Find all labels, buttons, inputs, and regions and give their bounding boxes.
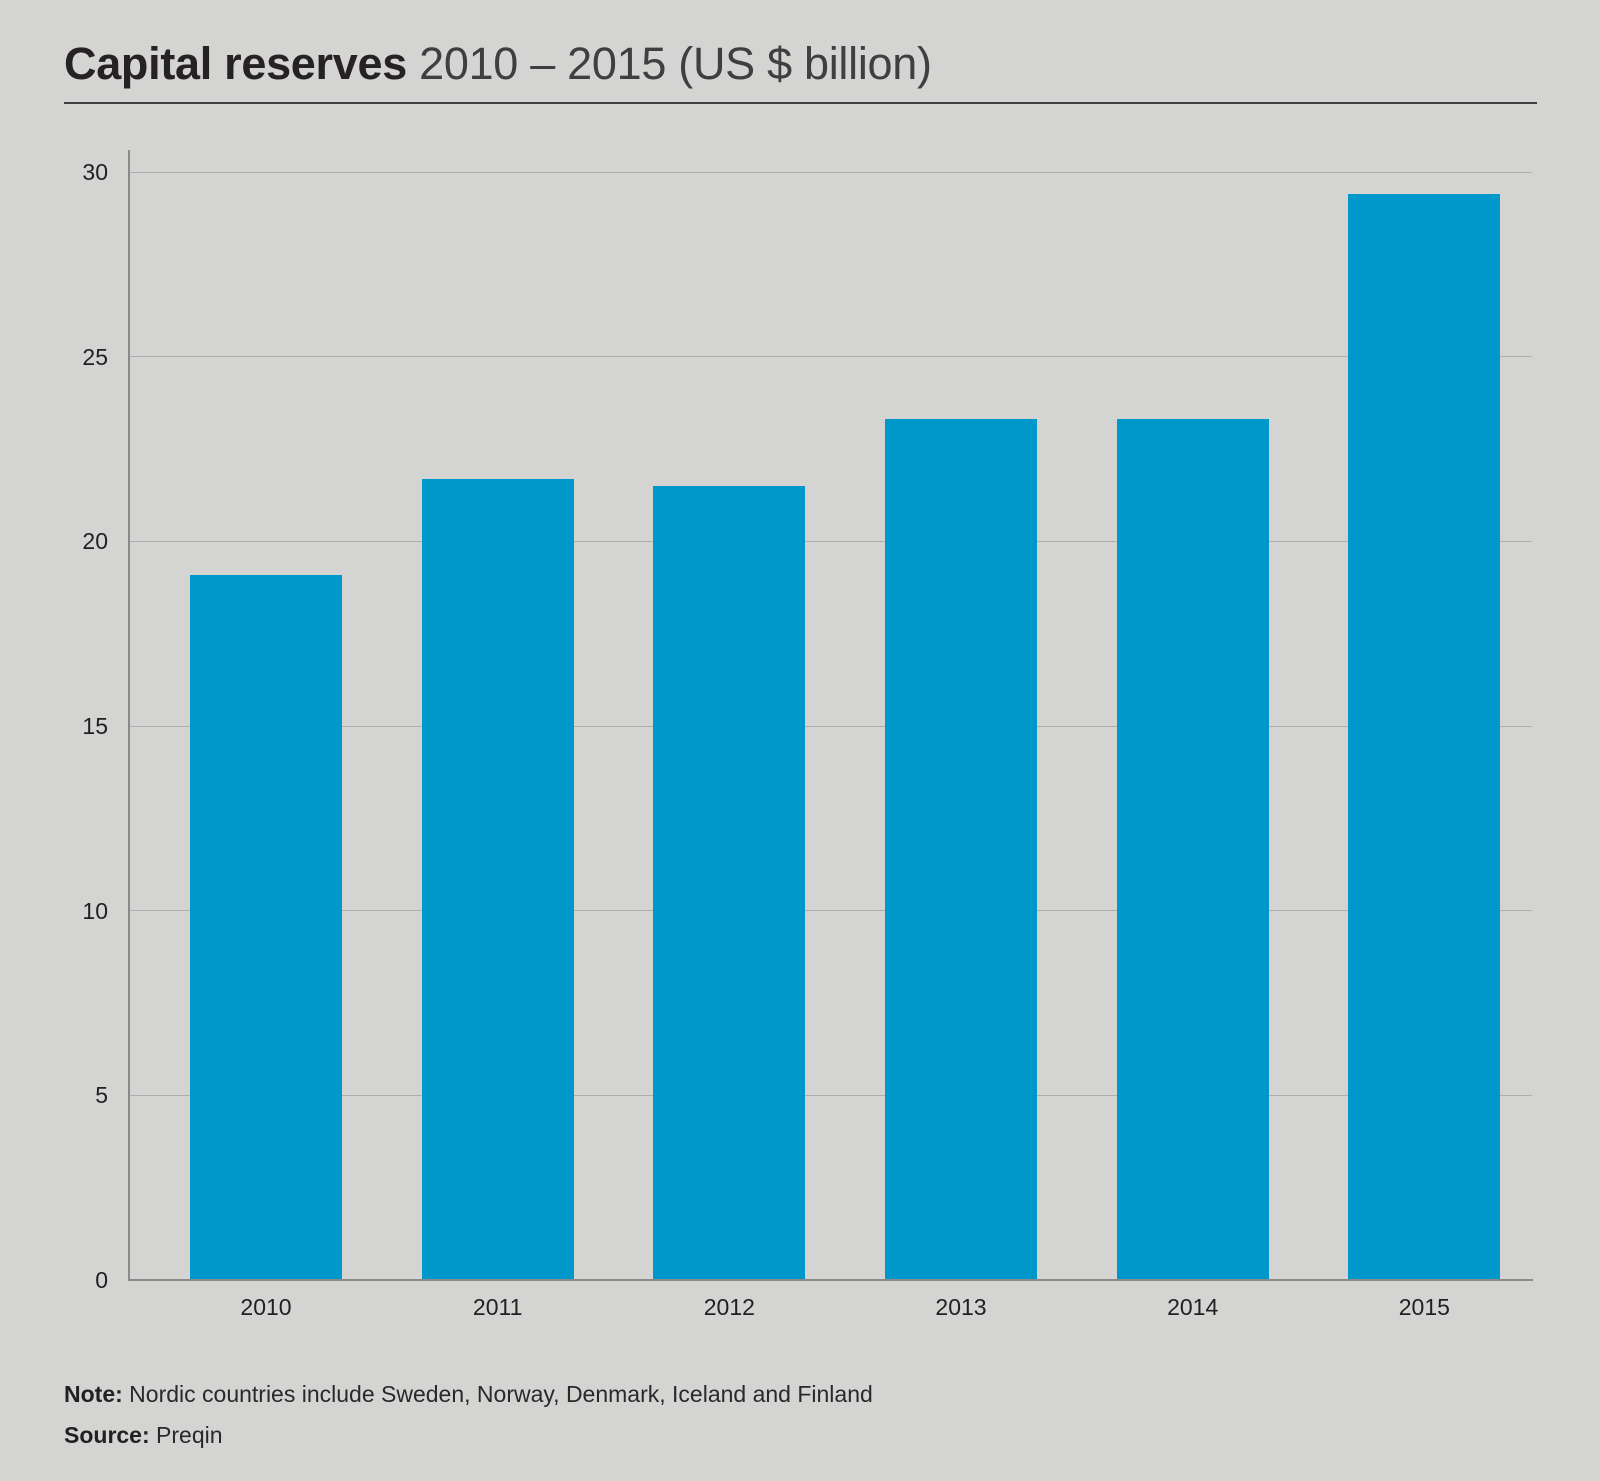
title-divider-line	[64, 102, 1537, 104]
bar-2012	[653, 485, 806, 1280]
note-text: Nordic countries include Sweden, Norway,…	[129, 1381, 873, 1407]
y-axis-tick-label: 0	[95, 1267, 108, 1293]
source-line: Source: Preqin	[64, 1415, 873, 1456]
chart-title: Capital reserves 2010 – 2015 (US $ billi…	[64, 40, 932, 87]
x-axis-label: 2010	[240, 1294, 292, 1320]
gridline-10	[128, 910, 1532, 912]
x-axis-label: 2013	[935, 1294, 987, 1320]
note-line: Note: Nordic countries include Sweden, N…	[64, 1374, 873, 1415]
x-axis-label: 2012	[703, 1294, 755, 1320]
chart-title-main: Capital reserves	[64, 38, 407, 89]
x-axis-label: 2014	[1167, 1294, 1219, 1320]
note-label: Note:	[64, 1381, 123, 1407]
gridline-25	[128, 356, 1532, 358]
y-axis-tick-label: 15	[82, 713, 108, 739]
gridline-20	[128, 540, 1532, 542]
y-axis-line	[128, 150, 130, 1281]
y-axis-tick-label: 30	[82, 159, 108, 185]
bar-2015	[1348, 194, 1501, 1280]
source-text: Preqin	[156, 1422, 223, 1448]
y-axis-tick-label: 10	[82, 897, 108, 924]
x-axis-line	[128, 1279, 1533, 1281]
chart-footer: Note: Nordic countries include Sweden, N…	[64, 1374, 873, 1456]
bar-2010	[190, 574, 342, 1280]
y-axis-tick-label: 5	[95, 1082, 108, 1109]
y-axis-tick-label: 20	[82, 528, 108, 555]
gridline-15	[128, 725, 1532, 727]
gridline-5	[128, 1094, 1532, 1096]
bar-2014	[1116, 419, 1269, 1280]
chart-title-subtitle: 2010 – 2015 (US $ billion)	[419, 38, 932, 89]
gridline-30	[128, 171, 1532, 173]
source-label: Source:	[64, 1422, 150, 1448]
x-axis-label: 2015	[1398, 1294, 1450, 1320]
x-axis-label: 2011	[472, 1294, 523, 1320]
bar-2011	[421, 478, 574, 1280]
bar-2013	[885, 419, 1037, 1280]
y-axis-tick-label: 25	[82, 343, 108, 370]
